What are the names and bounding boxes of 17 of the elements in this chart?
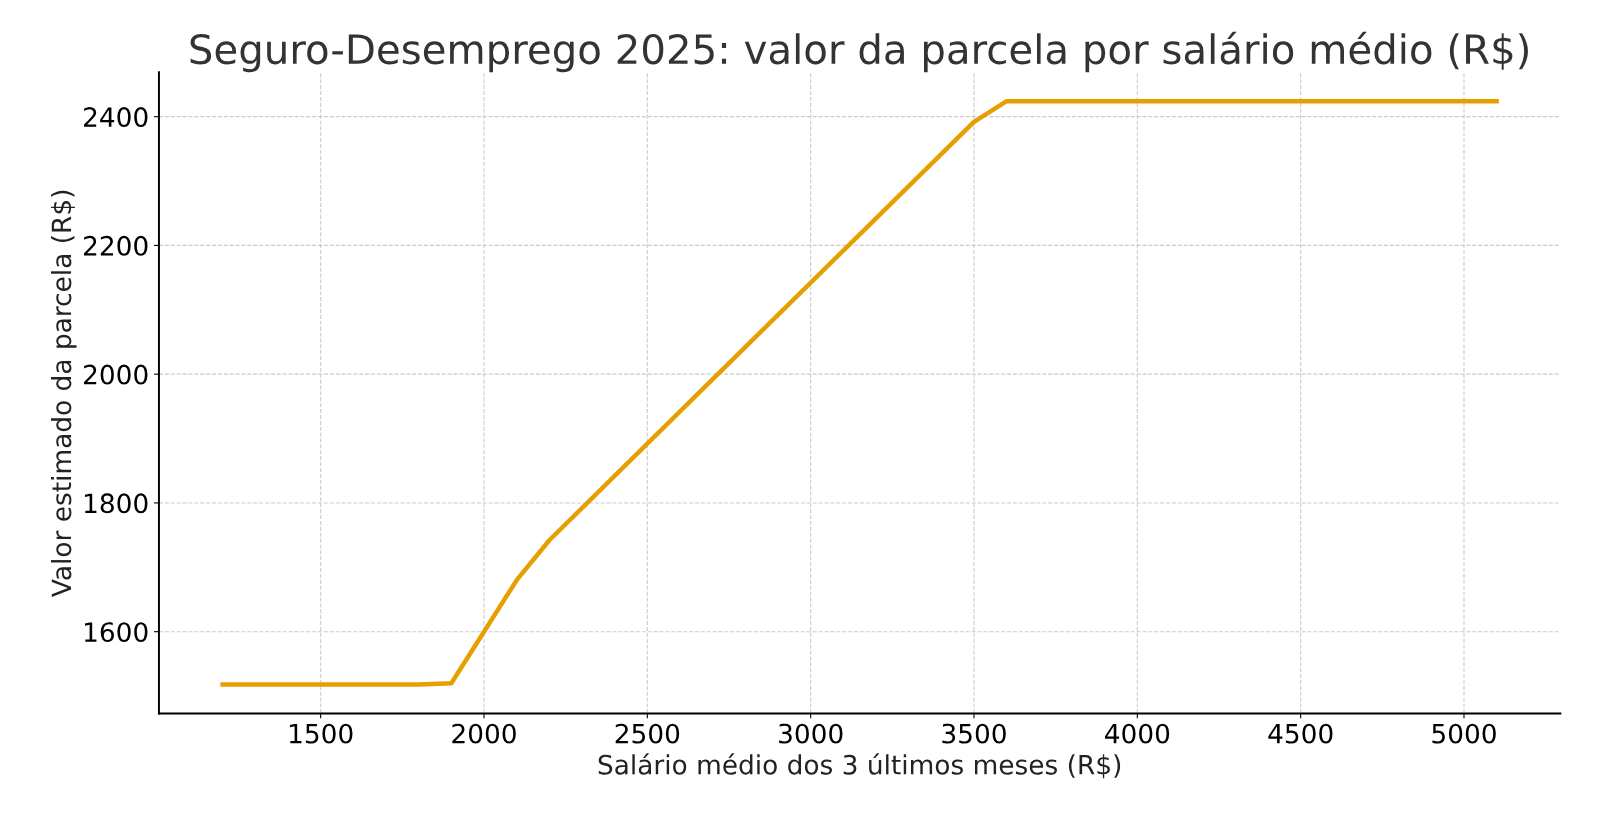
line-series — [220, 99, 1499, 687]
x-tick-label: 2000 — [452, 723, 516, 744]
x-tick-label: 3000 — [779, 723, 843, 744]
y-tick-label: 1800 — [84, 493, 148, 514]
x-axis-title: Salário médio dos 3 últimos meses (R$) — [598, 753, 1121, 779]
y-axis-title: Valor estimado da parcela (R$) — [50, 190, 77, 597]
x-tick-label: 4000 — [1105, 723, 1170, 744]
x-tick-label: 5000 — [1432, 723, 1496, 744]
x-tick-label: 1500 — [289, 723, 353, 744]
chart-title: Seguro-Desemprego 2025: valor da parcela por salário médio (R$) — [190, 31, 1528, 73]
y-tick-label: 2400 — [84, 107, 148, 128]
y-tick-label: 2000 — [84, 364, 148, 385]
x-tick-label: 3500 — [942, 723, 1006, 744]
x-tick-label: 4500 — [1268, 723, 1333, 744]
x-tick-label: 2500 — [615, 723, 680, 744]
y-tick-label: 2200 — [84, 235, 148, 256]
y-tick-label: 1600 — [84, 622, 148, 643]
